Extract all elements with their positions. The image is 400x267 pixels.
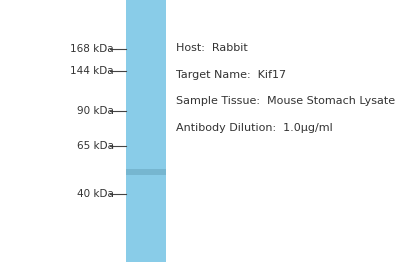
Text: 168 kDa: 168 kDa [70, 44, 114, 54]
Text: 65 kDa: 65 kDa [77, 140, 114, 151]
Text: 40 kDa: 40 kDa [77, 189, 114, 199]
Bar [126, 169, 166, 175]
Bar [126, 0, 166, 262]
Text: Host:  Rabbit: Host: Rabbit [176, 43, 248, 53]
Text: 144 kDa: 144 kDa [70, 66, 114, 76]
Text: Sample Tissue:  Mouse Stomach Lysate: Sample Tissue: Mouse Stomach Lysate [176, 96, 395, 107]
Text: Target Name:  Kif17: Target Name: Kif17 [176, 70, 286, 80]
Text: Antibody Dilution:  1.0μg/ml: Antibody Dilution: 1.0μg/ml [176, 123, 333, 133]
Text: 90 kDa: 90 kDa [77, 106, 114, 116]
